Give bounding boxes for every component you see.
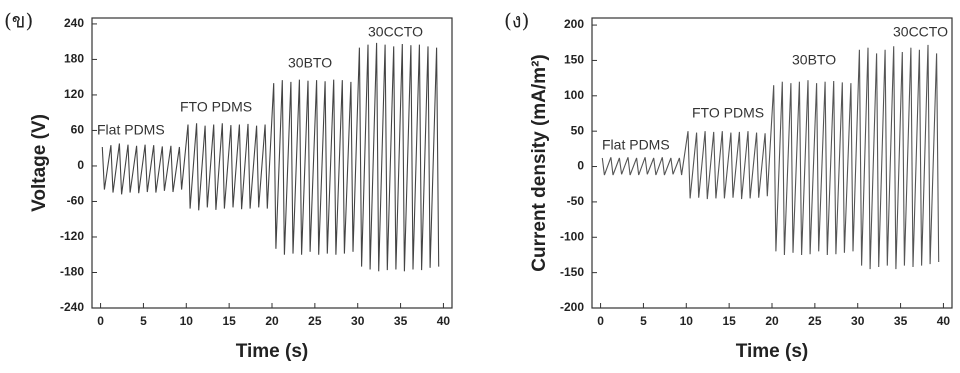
panel-label: (ข) bbox=[4, 9, 33, 33]
y-tick-label: 0 bbox=[77, 158, 84, 172]
x-tick-label: 30 bbox=[851, 314, 865, 328]
x-tick-label: 20 bbox=[765, 314, 779, 328]
annotation: 30BTO bbox=[288, 55, 332, 71]
signal-line bbox=[101, 42, 440, 272]
y-tick-label: -50 bbox=[567, 194, 585, 208]
x-tick-label: 40 bbox=[937, 314, 951, 328]
y-tick-label: 180 bbox=[64, 52, 84, 66]
y-tick-label: -180 bbox=[60, 265, 84, 279]
y-tick-label: -150 bbox=[560, 265, 584, 279]
x-tick-label: 25 bbox=[808, 314, 822, 328]
y-tick-label: 0 bbox=[577, 159, 584, 173]
y-tick-label: 150 bbox=[564, 53, 584, 67]
y-tick-label: -120 bbox=[60, 229, 84, 243]
x-tick-label: 0 bbox=[597, 314, 604, 328]
y-tick-label: -240 bbox=[60, 300, 84, 314]
y-tick-label: -200 bbox=[560, 300, 584, 314]
x-axis-label: Time (s) bbox=[736, 341, 809, 362]
x-tick-label: 10 bbox=[680, 314, 694, 328]
y-tick-label: 60 bbox=[71, 123, 85, 137]
y-tick-label: -60 bbox=[67, 194, 85, 208]
x-tick-label: 10 bbox=[180, 314, 194, 328]
annotation: 30CCTO bbox=[893, 24, 948, 40]
x-tick-label: 25 bbox=[308, 314, 322, 328]
x-tick-label: 0 bbox=[97, 314, 104, 328]
annotation: Flat PDMS bbox=[602, 137, 670, 153]
y-tick-label: 100 bbox=[564, 88, 584, 102]
x-tick-label: 40 bbox=[437, 314, 451, 328]
x-tick-label: 35 bbox=[894, 314, 908, 328]
annotation: FTO PDMS bbox=[180, 99, 252, 115]
annotation: 30CCTO bbox=[368, 24, 423, 40]
y-tick-label: 50 bbox=[571, 123, 585, 137]
y-tick-label: -100 bbox=[560, 229, 584, 243]
x-tick-label: 5 bbox=[140, 314, 147, 328]
panel-label: (ง) bbox=[504, 9, 529, 33]
signal-line bbox=[601, 44, 940, 270]
x-tick-label: 5 bbox=[640, 314, 647, 328]
annotation: FTO PDMS bbox=[692, 105, 764, 121]
x-axis-label: Time (s) bbox=[236, 341, 309, 362]
y-tick-label: 120 bbox=[64, 87, 84, 101]
annotation: 30BTO bbox=[792, 52, 836, 68]
x-tick-label: 35 bbox=[394, 314, 408, 328]
y-tick-label: 200 bbox=[564, 17, 584, 31]
x-tick-label: 15 bbox=[722, 314, 736, 328]
x-tick-label: 15 bbox=[222, 314, 236, 328]
annotation: Flat PDMS bbox=[97, 122, 165, 138]
x-tick-label: 20 bbox=[265, 314, 279, 328]
x-tick-label: 30 bbox=[351, 314, 365, 328]
y-tick-label: 240 bbox=[64, 16, 84, 30]
y-axis-label: Current density (mA/m²) bbox=[529, 54, 550, 271]
y-axis-label: Voltage (V) bbox=[29, 114, 50, 212]
